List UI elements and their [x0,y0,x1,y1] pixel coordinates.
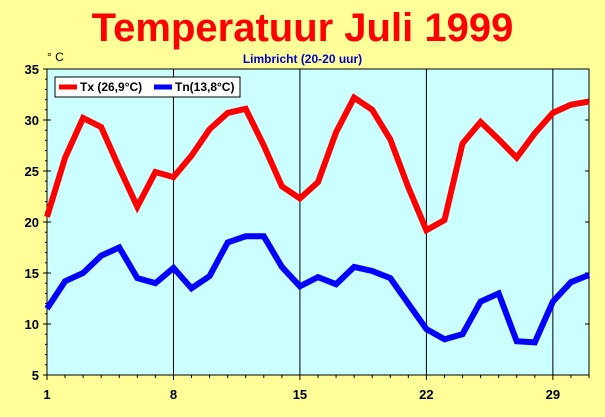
legend-box [54,76,241,98]
chart-subtitle: Limbricht (20-20 uur) [242,52,363,66]
y-axis-unit-label: ° C [47,50,64,64]
series-lines [44,93,591,346]
x-tick-label: 1 [43,387,50,402]
y-tick-label: 25 [25,164,39,179]
y-tick-label: 20 [25,215,39,230]
y-tick-label: 10 [25,317,39,332]
series-line-tx [44,93,590,235]
plot-area [47,69,589,375]
x-tick-label: 8 [170,387,177,402]
legend-label: Tx (26,9°C) [80,80,142,94]
chart-title: Temperatuur Juli 1999 [91,6,514,50]
x-tick-label: 29 [546,387,560,402]
y-tick-label: 30 [25,113,39,128]
y-tick-label: 35 [25,62,39,77]
axes: 5 10 15 20 25 30 35 1 8 15 22 29 [25,62,590,402]
series-line-tn [44,233,591,346]
x-tick-label: 22 [419,387,433,402]
x-tick-label: 15 [293,387,307,402]
y-tick-label: 15 [25,266,39,281]
y-tick-label: 5 [32,368,39,383]
legend: Tx (26,9°C) Tn(13,8°C) [54,76,241,98]
legend-label: Tn(13,8°C) [175,80,234,94]
